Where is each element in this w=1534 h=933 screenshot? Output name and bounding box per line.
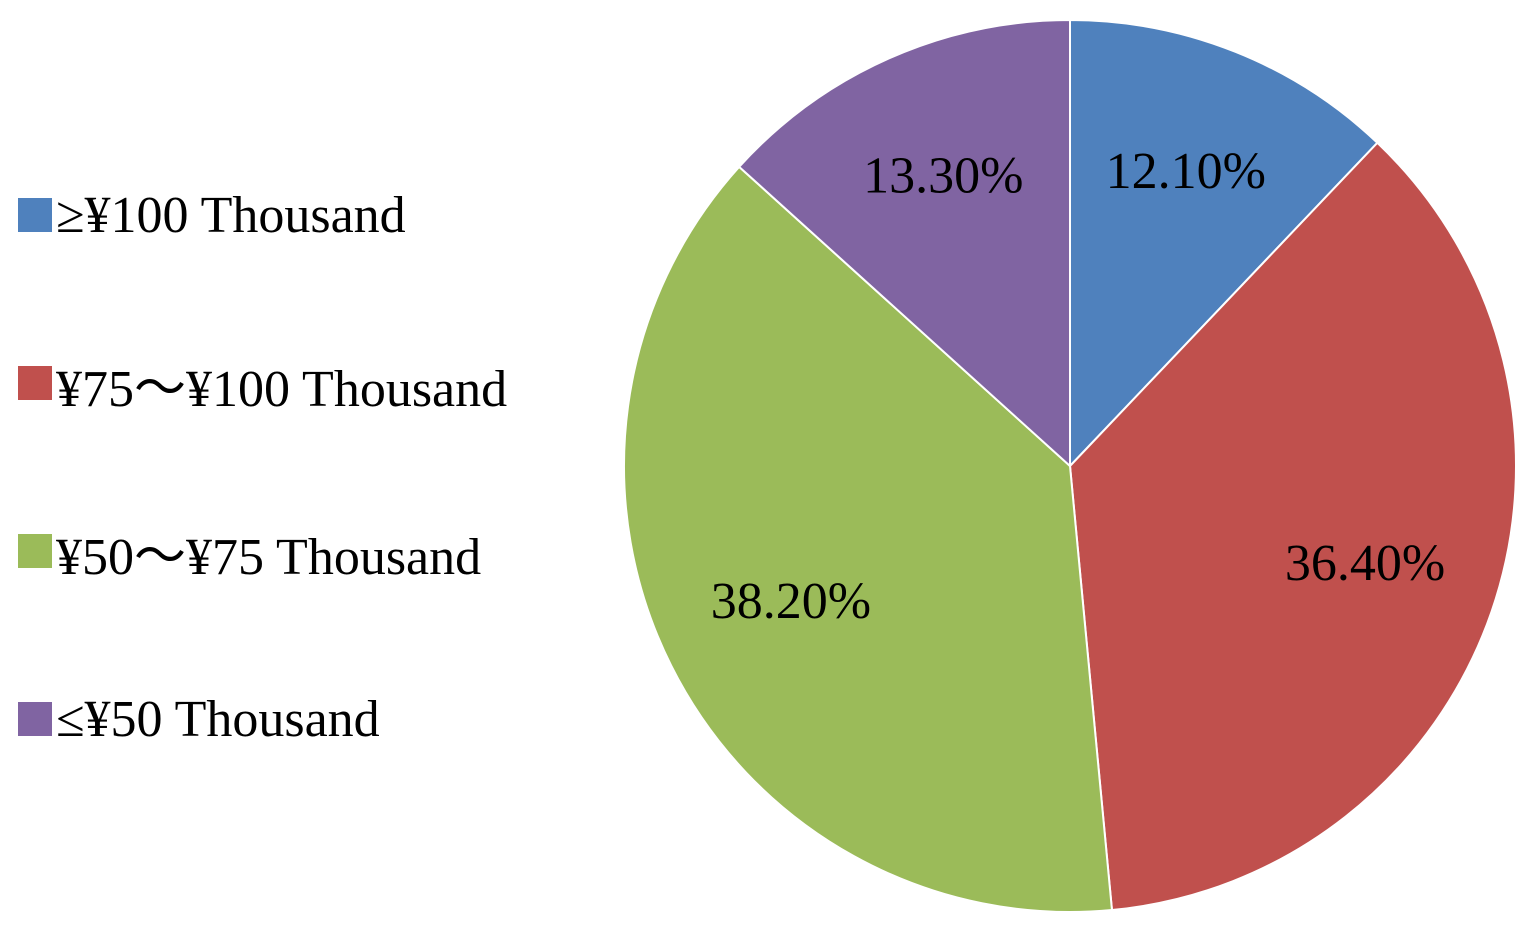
pie-slice-le-50k [737, 18, 1071, 469]
pie-slice-ge-100k [1069, 18, 1379, 469]
legend: ≥¥100 Thousand ¥75～¥100 Thousand ¥50～¥75… [18, 180, 608, 852]
data-label-le-50k: 13.30% [863, 148, 1023, 205]
data-label-75k-100k: 36.40% [1285, 535, 1445, 592]
legend-item-ge-100k: ≥¥100 Thousand [18, 180, 608, 250]
data-label-50k-75k: 38.20% [711, 573, 871, 630]
legend-label-ge-100k: ≥¥100 Thousand [56, 186, 406, 244]
legend-swatch-le-50k [18, 702, 52, 736]
legend-label-75k-100k: ¥75～¥100 Thousand [56, 360, 508, 418]
legend-item-75k-100k: ¥75～¥100 Thousand [18, 348, 608, 418]
legend-swatch-75k-100k [18, 366, 52, 400]
pie-slice-75k-100k [1068, 141, 1517, 912]
legend-label-le-50k: ≤¥50 Thousand [56, 690, 380, 748]
data-label-ge-100k: 12.10% [1106, 143, 1266, 200]
legend-swatch-50k-75k [18, 534, 52, 568]
legend-label-50k-75k: ¥50～¥75 Thousand [56, 528, 482, 586]
legend-swatch-ge-100k [18, 198, 52, 232]
legend-item-50k-75k: ¥50～¥75 Thousand [18, 516, 608, 586]
legend-item-le-50k: ≤¥50 Thousand [18, 684, 608, 754]
pie-slice-50k-75k [623, 165, 1114, 913]
